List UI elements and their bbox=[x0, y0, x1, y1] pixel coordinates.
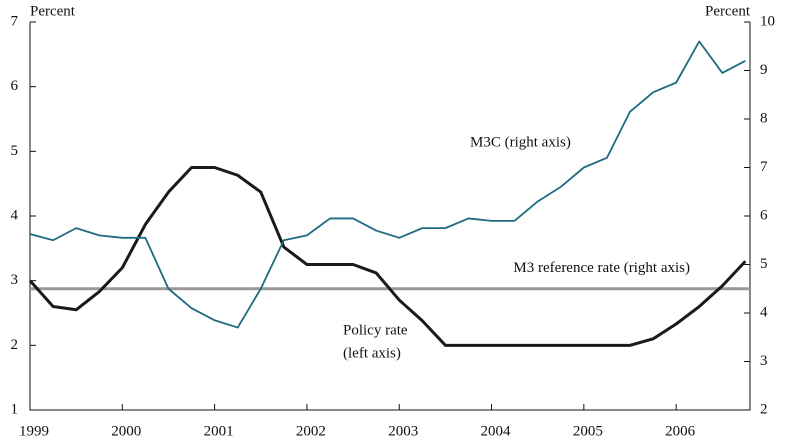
y-tick-label: 5 bbox=[11, 143, 19, 159]
y2-tick-label: 10 bbox=[760, 13, 775, 29]
x-tick-label: 2004 bbox=[481, 423, 512, 439]
x-tick-label: 2000 bbox=[111, 423, 141, 439]
series-label: Policy rate bbox=[343, 322, 408, 338]
y2-tick-label: 2 bbox=[760, 401, 768, 417]
x-tick-label: 2005 bbox=[573, 423, 603, 439]
annotation: (left axis) bbox=[343, 345, 401, 361]
y2-tick-label: 7 bbox=[760, 159, 768, 175]
series-line bbox=[29, 40, 746, 329]
y2-tick-label: 9 bbox=[760, 62, 768, 78]
y-tick-label: 3 bbox=[11, 272, 19, 288]
reference-label: M3 reference rate (right axis) bbox=[513, 260, 690, 276]
y2-tick-label: 8 bbox=[760, 110, 768, 126]
x-tick-label: 1999 bbox=[19, 423, 49, 439]
y2-tick-label: 4 bbox=[760, 304, 768, 320]
y-tick-label: 1 bbox=[11, 401, 19, 417]
y-tick-label: 7 bbox=[11, 13, 19, 29]
y2-axis-label: Percent bbox=[705, 3, 751, 19]
series-line bbox=[28, 166, 747, 347]
y2-tick-label: 6 bbox=[760, 207, 768, 223]
series-label: M3C (right axis) bbox=[470, 134, 571, 150]
y-axis-label: Percent bbox=[30, 3, 76, 19]
x-tick-label: 2006 bbox=[665, 423, 696, 439]
x-tick-label: 2001 bbox=[204, 423, 234, 439]
y2-tick-label: 3 bbox=[760, 353, 768, 369]
x-tick-label: 2002 bbox=[296, 423, 326, 439]
y2-tick-label: 5 bbox=[760, 256, 768, 272]
y-tick-label: 2 bbox=[11, 337, 19, 353]
x-tick-label: 2003 bbox=[388, 423, 418, 439]
y-tick-label: 6 bbox=[11, 78, 19, 94]
y-tick-label: 4 bbox=[11, 207, 19, 223]
